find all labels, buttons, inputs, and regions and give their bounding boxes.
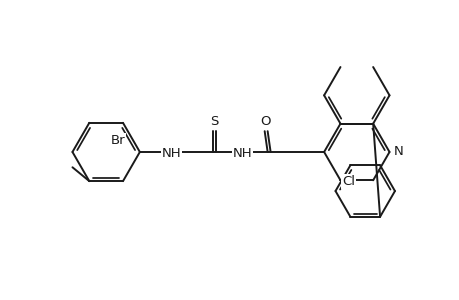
- Text: Cl: Cl: [341, 175, 354, 188]
- Text: NH: NH: [162, 148, 181, 160]
- Text: N: N: [393, 146, 403, 158]
- Text: NH: NH: [232, 148, 252, 160]
- Text: O: O: [260, 115, 270, 128]
- Text: S: S: [209, 115, 218, 128]
- Text: Br: Br: [111, 134, 125, 147]
